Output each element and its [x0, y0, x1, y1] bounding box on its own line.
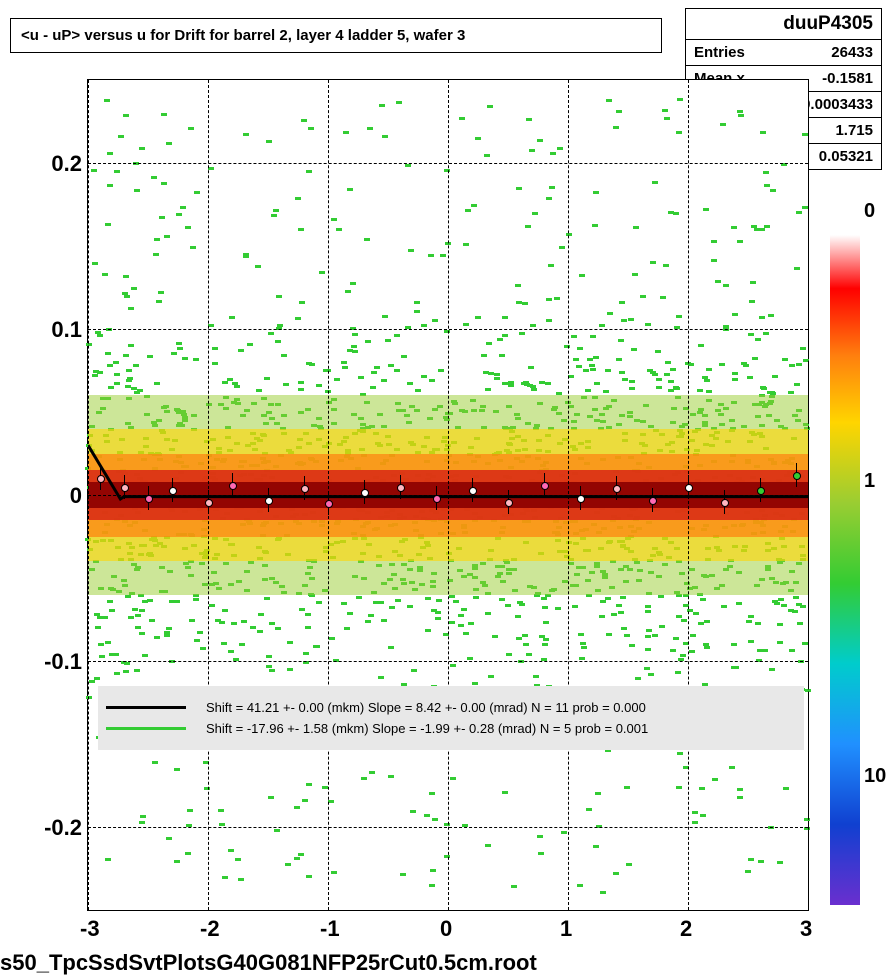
stats-row-entries: Entries 26433	[686, 40, 881, 66]
plot-area: Shift = 41.21 +- 0.00 (mkm) Slope = 8.42…	[88, 80, 808, 910]
legend-text-1: Shift = 41.21 +- 0.00 (mkm) Slope = 8.42…	[206, 700, 646, 715]
profile-marker	[541, 482, 549, 490]
colorbar	[830, 235, 860, 905]
profile-marker	[169, 487, 177, 495]
xtick-label: 3	[800, 916, 812, 942]
ytick-label: -0.1	[44, 649, 82, 675]
profile-marker	[685, 484, 693, 492]
ytick-label: 0.2	[51, 151, 82, 177]
profile-marker	[361, 489, 369, 497]
chart-title: <u - uP> versus u for Drift for barrel 2…	[21, 27, 465, 44]
colorbar-label: 10	[864, 765, 886, 788]
profile-marker	[229, 482, 237, 490]
profile-marker	[721, 499, 729, 507]
profile-marker	[121, 484, 129, 492]
profile-marker	[205, 499, 213, 507]
gridline-v	[808, 80, 809, 910]
xtick-label: -3	[80, 916, 100, 942]
stats-meanx-value: -0.1581	[822, 70, 873, 87]
profile-marker	[649, 497, 657, 505]
ytick-label: 0.1	[51, 317, 82, 343]
filename-label: s50_TpcSsdSvtPlotsG40G081NFP25rCut0.5cm.…	[0, 950, 537, 976]
profile-marker	[757, 487, 765, 495]
stats-rmsx-value: 1.715	[835, 122, 873, 139]
legend-box: Shift = 41.21 +- 0.00 (mkm) Slope = 8.42…	[98, 686, 804, 750]
legend-text-2: Shift = -17.96 +- 1.58 (mkm) Slope = -1.…	[206, 721, 648, 736]
ytick-label: 0	[70, 483, 82, 509]
chart-title-box: <u - uP> versus u for Drift for barrel 2…	[10, 18, 662, 53]
legend-row-2: Shift = -17.96 +- 1.58 (mkm) Slope = -1.…	[106, 721, 796, 736]
xtick-label: 0	[440, 916, 452, 942]
profile-marker	[469, 487, 477, 495]
legend-line-black	[106, 706, 186, 709]
profile-marker	[265, 497, 273, 505]
stats-entries-value: 26433	[831, 44, 873, 61]
xtick-label: -2	[200, 916, 220, 942]
legend-line-green	[106, 727, 186, 730]
xtick-label: 1	[560, 916, 572, 942]
xtick-label: 2	[680, 916, 692, 942]
fit-curve-svg	[88, 80, 808, 910]
profile-marker	[505, 499, 513, 507]
colorbar-label: 1	[864, 470, 875, 493]
fit-curve-black	[88, 445, 808, 499]
colorbar-label: 0	[864, 200, 875, 223]
stats-name: duuP4305	[686, 9, 881, 40]
legend-row-1: Shift = 41.21 +- 0.00 (mkm) Slope = 8.42…	[106, 700, 796, 715]
stats-entries-label: Entries	[694, 44, 745, 61]
stats-rmsy-value: 0.05321	[819, 148, 873, 165]
ytick-label: -0.2	[44, 815, 82, 841]
xtick-label: -1	[320, 916, 340, 942]
profile-marker	[397, 484, 405, 492]
filename-text: s50_TpcSsdSvtPlotsG40G081NFP25rCut0.5cm.…	[0, 950, 537, 975]
